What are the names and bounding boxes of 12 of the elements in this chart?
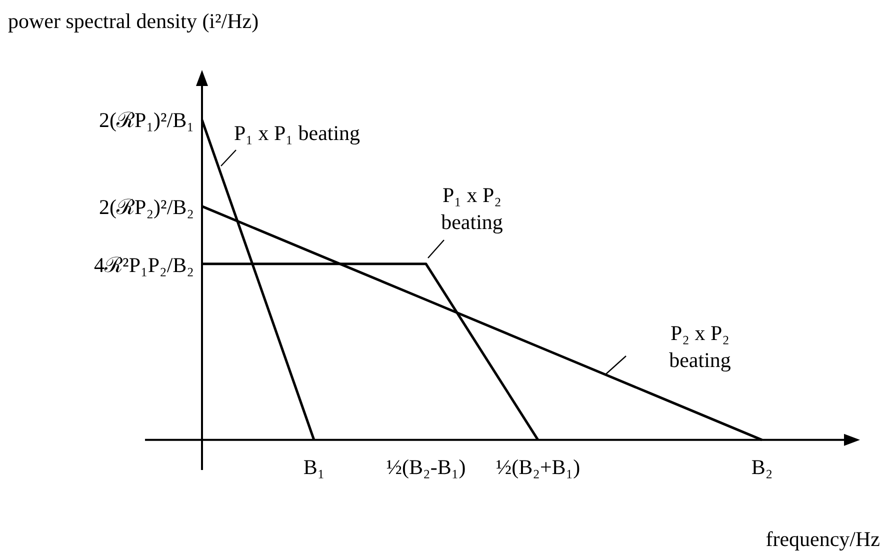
annotation: 2(ℛP₁)²/B₁ <box>99 108 194 132</box>
series-label: P₁ x P₁ beating <box>234 121 361 145</box>
x-tick-label: ½(B₂+B₁) <box>496 454 580 479</box>
y-axis-title: power spectral density (i²/Hz) <box>8 9 259 33</box>
x-tick-label: B₁ <box>303 454 325 479</box>
series-label: P₂ x P₂ beating <box>669 321 732 372</box>
x-tick-label: B₂ <box>751 454 773 479</box>
annotation: 2(ℛP₂)²/B₂ <box>99 195 194 219</box>
annotation: 4ℛ²P₁P₂/B₂ <box>94 253 194 277</box>
x-axis-title: frequency/Hz <box>766 527 880 551</box>
series-label: P₁ x P₂ beating <box>441 183 504 234</box>
x-tick-label: ½(B₂-B₁) <box>386 454 466 479</box>
